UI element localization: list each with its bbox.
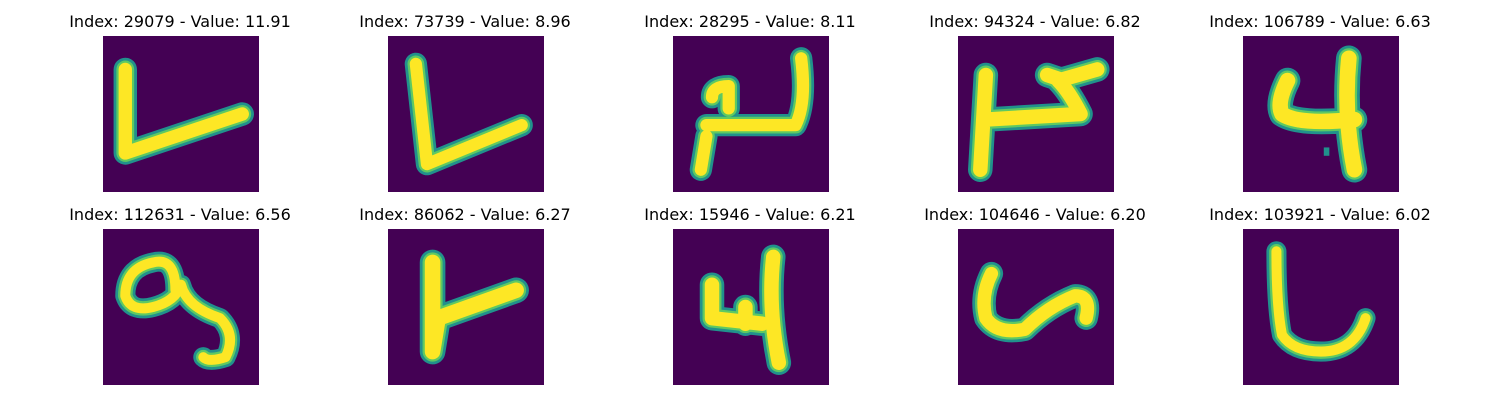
digit-panel: Index: 29079 - Value: 11.91 (65, 12, 295, 202)
digit-panel: Index: 15946 - Value: 6.21 (635, 205, 865, 395)
panel-title: Index: 15946 - Value: 6.21 (635, 205, 865, 225)
panel-title: Index: 104646 - Value: 6.20 (920, 205, 1150, 225)
panel-title: Index: 112631 - Value: 6.56 (65, 205, 295, 225)
digit-panel: Index: 106789 - Value: 6.63 (1205, 12, 1435, 202)
digit-image (103, 36, 259, 192)
panel-title: Index: 103921 - Value: 6.02 (1205, 205, 1435, 225)
digit-panel: Index: 94324 - Value: 6.82 (920, 12, 1150, 202)
digit-image (673, 36, 829, 192)
digit-image (388, 229, 544, 385)
digit-image (958, 229, 1114, 385)
digit-panel: Index: 28295 - Value: 8.11 (635, 12, 865, 202)
panel-title: Index: 94324 - Value: 6.82 (920, 12, 1150, 32)
digit-image (388, 36, 544, 192)
digit-image (673, 229, 829, 385)
panel-title: Index: 29079 - Value: 11.91 (65, 12, 295, 32)
digit-panel: Index: 86062 - Value: 6.27 (350, 205, 580, 395)
digit-image (1243, 36, 1399, 192)
digit-panel: Index: 112631 - Value: 6.56 (65, 205, 295, 395)
panel-title: Index: 106789 - Value: 6.63 (1205, 12, 1435, 32)
digit-image (103, 229, 259, 385)
digit-panel: Index: 103921 - Value: 6.02 (1205, 205, 1435, 395)
panel-title: Index: 73739 - Value: 8.96 (350, 12, 580, 32)
panel-title: Index: 28295 - Value: 8.11 (635, 12, 865, 32)
digit-image (1243, 229, 1399, 385)
panel-title: Index: 86062 - Value: 6.27 (350, 205, 580, 225)
digit-panel: Index: 104646 - Value: 6.20 (920, 205, 1150, 395)
digit-image (958, 36, 1114, 192)
digit-panel: Index: 73739 - Value: 8.96 (350, 12, 580, 202)
